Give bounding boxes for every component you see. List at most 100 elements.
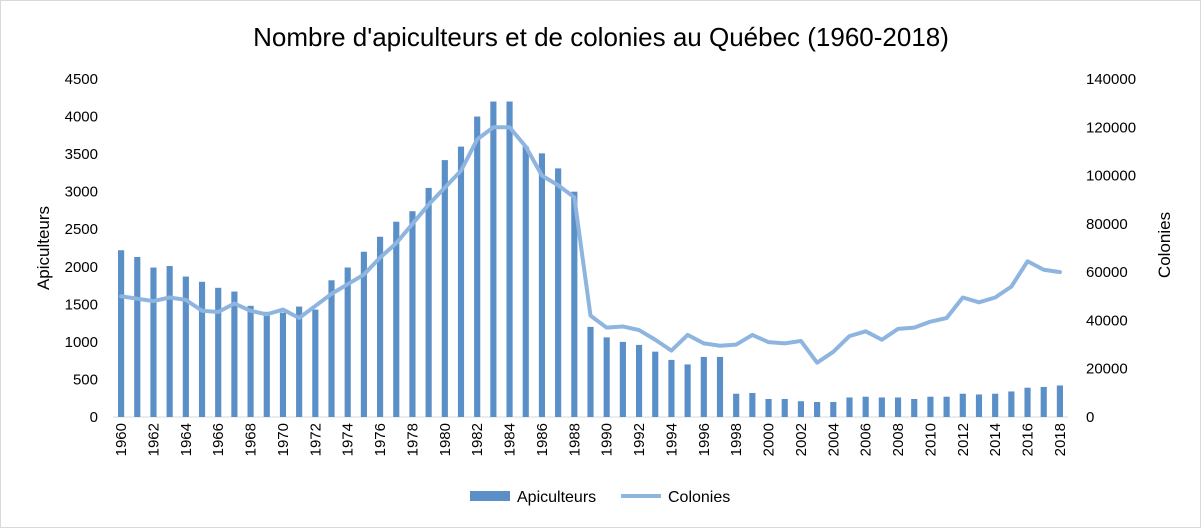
- bar-apiculteurs: [150, 267, 157, 417]
- x-tick-label: 2012: [955, 423, 972, 456]
- bar-apiculteurs: [943, 396, 950, 417]
- bar-apiculteurs: [1024, 387, 1031, 417]
- x-tick-label: 2010: [922, 423, 939, 456]
- bar-apiculteurs: [1056, 385, 1063, 417]
- x-tick-label: 1982: [469, 423, 486, 456]
- x-tick-label: 2008: [890, 423, 907, 456]
- right-tick-label: 20000: [1086, 361, 1128, 378]
- left-tick-label: 4000: [65, 109, 98, 126]
- bar-apiculteurs: [296, 306, 303, 417]
- bar-apiculteurs: [862, 396, 869, 417]
- x-tick-label: 1988: [566, 423, 583, 456]
- bar-apiculteurs: [377, 236, 384, 417]
- bar-apiculteurs: [441, 160, 448, 417]
- bar-apiculteurs: [797, 401, 804, 417]
- bar-apiculteurs: [814, 401, 821, 417]
- right-tick-label: 60000: [1086, 264, 1128, 281]
- bar-apiculteurs: [1008, 391, 1015, 417]
- x-tick-label: 1976: [372, 423, 389, 456]
- legend: Apiculteurs Colonies: [470, 489, 730, 506]
- x-tick-label: 1998: [728, 423, 745, 456]
- right-tick-label: 140000: [1086, 71, 1136, 88]
- left-tick-label: 1500: [65, 296, 98, 313]
- x-tick-label: 2006: [858, 423, 875, 456]
- apiculteurs-bars: [118, 101, 1063, 418]
- legend-apiculteurs-swatch: [470, 491, 510, 501]
- x-tick-label: 2000: [761, 423, 778, 456]
- right-axis-label: Colonies: [1155, 212, 1174, 278]
- bar-apiculteurs: [279, 312, 287, 417]
- left-axis-label: Apiculteurs: [34, 206, 53, 290]
- x-axis-ticks: 1960 1962 1964 1966 1968 1970 1972 1974 1976 1978…: [113, 423, 1069, 456]
- bar-apiculteurs: [975, 394, 983, 417]
- x-tick-label: 1960: [113, 423, 130, 456]
- right-tick-label: 100000: [1086, 168, 1136, 185]
- x-tick-label: 1974: [340, 423, 357, 456]
- left-tick-label: 1000: [65, 334, 98, 351]
- bar-apiculteurs: [344, 267, 351, 417]
- bar-apiculteurs: [360, 251, 367, 417]
- bar-apiculteurs: [878, 397, 885, 417]
- x-tick-label: 2004: [825, 423, 842, 456]
- bar-apiculteurs: [263, 311, 270, 417]
- bar-apiculteurs: [635, 344, 643, 417]
- bar-apiculteurs: [733, 393, 740, 417]
- bar-apiculteurs: [830, 401, 837, 417]
- x-tick-label: 1986: [534, 423, 551, 456]
- bar-apiculteurs: [927, 396, 934, 417]
- bar-apiculteurs: [522, 146, 529, 417]
- bar-apiculteurs: [1040, 386, 1047, 417]
- bar-apiculteurs: [490, 101, 497, 418]
- bar-apiculteurs: [506, 101, 513, 418]
- x-tick-label: 1980: [437, 423, 454, 456]
- right-tick-label: 120000: [1086, 119, 1136, 136]
- bar-apiculteurs: [134, 257, 141, 417]
- bar-apiculteurs: [118, 250, 125, 417]
- left-tick-label: 3500: [65, 146, 98, 163]
- bar-apiculteurs: [425, 187, 432, 417]
- bar-apiculteurs: [684, 364, 691, 417]
- bar-apiculteurs: [393, 221, 400, 417]
- x-tick-label: 1966: [210, 423, 227, 456]
- right-tick-label: 40000: [1086, 312, 1128, 329]
- x-tick-label: 1984: [502, 423, 519, 456]
- bar-apiculteurs: [312, 309, 319, 417]
- x-tick-label: 1992: [631, 423, 648, 456]
- bar-apiculteurs: [198, 281, 206, 417]
- x-tick-label: 1990: [599, 423, 616, 456]
- legend-apiculteurs-label: Apiculteurs: [517, 489, 596, 506]
- left-tick-label: 2000: [65, 259, 98, 276]
- bar-apiculteurs: [652, 351, 659, 417]
- bar-apiculteurs: [668, 359, 675, 417]
- x-tick-label: 2002: [793, 423, 810, 456]
- bar-apiculteurs: [328, 280, 335, 417]
- x-tick-label: 1962: [145, 423, 162, 456]
- bar-apiculteurs: [894, 397, 902, 417]
- x-tick-label: 2018: [1052, 423, 1069, 456]
- x-tick-label: 1994: [663, 423, 680, 456]
- bar-apiculteurs: [959, 393, 966, 417]
- bar-apiculteurs: [457, 146, 465, 417]
- bar-apiculteurs: [846, 397, 853, 417]
- right-tick-label: 0: [1086, 409, 1094, 426]
- x-tick-label: 1968: [243, 423, 260, 456]
- bar-apiculteurs: [166, 266, 173, 417]
- left-tick-label: 0: [90, 409, 98, 426]
- bar-apiculteurs: [231, 291, 238, 417]
- right-axis-ticks: 0 20000 40000 60000 80000 100000 120000 140000: [1086, 71, 1136, 426]
- x-tick-label: 1978: [404, 423, 421, 456]
- x-tick-label: 1996: [696, 423, 713, 456]
- bar-apiculteurs: [538, 153, 546, 418]
- left-tick-label: 500: [73, 371, 98, 388]
- bar-apiculteurs: [409, 211, 416, 417]
- left-tick-label: 3000: [65, 184, 98, 201]
- bar-apiculteurs: [765, 398, 772, 417]
- colonies-series-line: [119, 125, 1062, 365]
- legend-colonies-label: Colonies: [668, 489, 730, 506]
- bar-apiculteurs: [571, 191, 578, 417]
- x-tick-label: 1972: [307, 423, 324, 456]
- x-tick-label: 2014: [987, 423, 1004, 456]
- bar-apiculteurs: [587, 326, 594, 417]
- bar-apiculteurs: [474, 116, 481, 418]
